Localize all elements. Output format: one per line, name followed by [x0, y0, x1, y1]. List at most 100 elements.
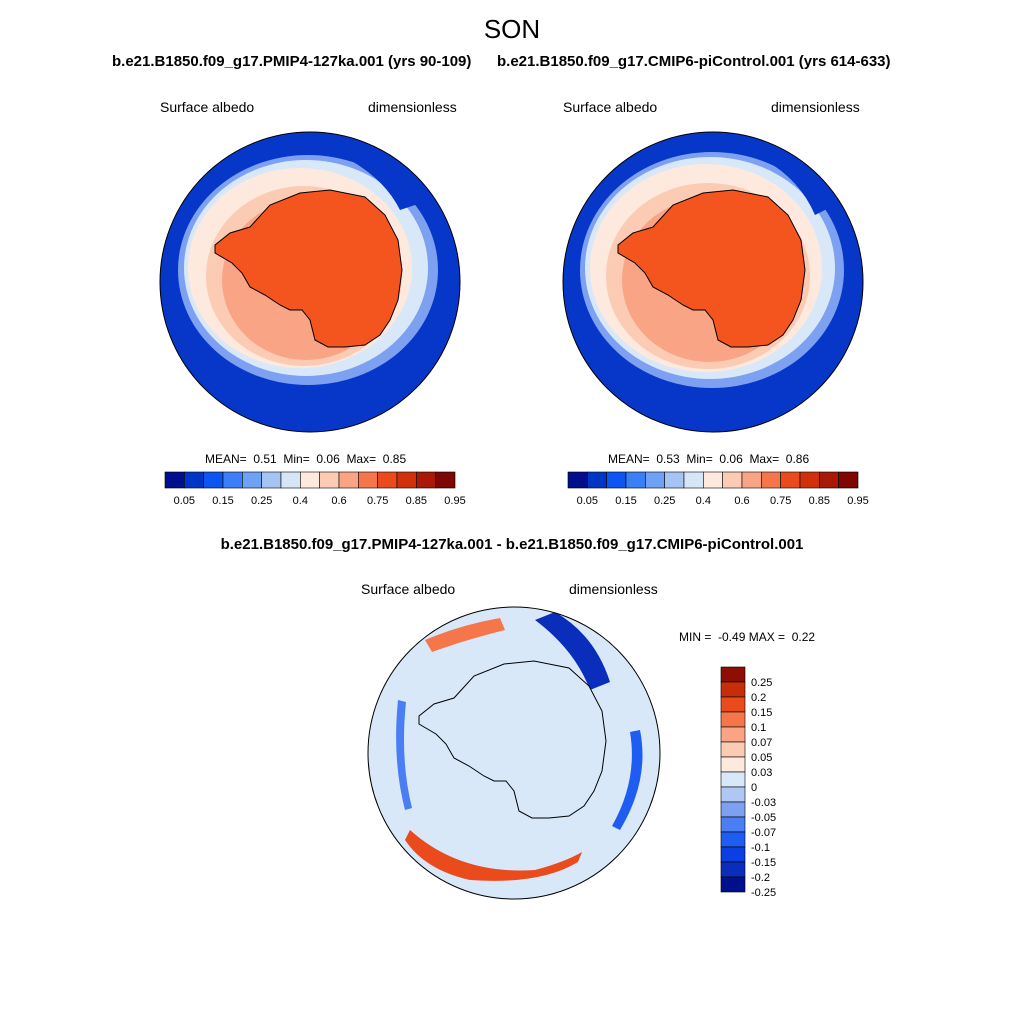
- colorbar-tick-label: 0.07: [751, 737, 772, 749]
- panel2-min-label: Min=: [686, 452, 713, 466]
- colorbar-swatch: [338, 471, 359, 489]
- colorbar-swatch: [780, 471, 801, 489]
- colorbar-swatch: [720, 726, 746, 743]
- colorbar-swatch: [358, 471, 378, 489]
- panel1-units-label: dimensionless: [368, 99, 457, 115]
- colorbar-swatch: [720, 831, 746, 848]
- colorbar-2: 0.05 0.15 0.25 0.4 0.6 0.75 0.85 0.95: [567, 471, 869, 507]
- colorbar-tick-label: 0.4: [293, 495, 308, 507]
- negative-anomaly: [612, 730, 643, 830]
- panel1-mean-value: 0.51: [253, 452, 277, 466]
- difference-title: b.e21.B1850.f09_g17.PMIP4-127ka.001 - b.…: [220, 536, 804, 553]
- colorbar-swatch: [645, 471, 665, 489]
- negative-anomaly: [535, 612, 610, 690]
- colorbar-swatch: [720, 771, 746, 788]
- positive-anomaly: [425, 618, 505, 652]
- colorbar-swatch: [720, 876, 746, 893]
- colorbar-swatch: [164, 471, 185, 489]
- colorbar-tick-label: 0.4: [696, 495, 711, 507]
- panel1-min-label: Min=: [283, 452, 310, 466]
- map-border: [367, 606, 661, 900]
- colorbar-swatch: [625, 471, 646, 489]
- panel2-max-label: Max=: [749, 452, 780, 466]
- colorbar-tick-label: 0.95: [847, 495, 868, 507]
- diff-min-value: -0.49: [718, 630, 746, 644]
- diff-min-label: MIN =: [679, 630, 712, 644]
- colorbar-tick-label: 0.85: [809, 495, 830, 507]
- colorbar-swatch: [567, 471, 588, 489]
- open-water-sector: [765, 140, 845, 215]
- panel1-title: b.e21.B1850.f09_g17.PMIP4-127ka.001 (yrs…: [112, 53, 472, 70]
- diff-stats: MIN = -0.49 MAX = 0.22: [679, 630, 815, 644]
- map-border: [159, 131, 461, 433]
- colorbar-swatch: [703, 471, 723, 489]
- colorbar-swatch: [184, 471, 204, 489]
- colorbar-tick-label: 0.15: [615, 495, 636, 507]
- diff-units-label: dimensionless: [569, 581, 658, 597]
- panel1-min-value: 0.06: [316, 452, 340, 466]
- colorbar-tick-label: 0.95: [444, 495, 465, 507]
- colorbar-tick-label: -0.25: [751, 887, 776, 899]
- open-water-sector: [350, 140, 430, 210]
- colorbar-tick-label: -0.07: [751, 827, 776, 839]
- colorbar-swatch: [396, 471, 417, 489]
- colorbar-swatch: [720, 756, 746, 773]
- colorbar-tick-label: -0.1: [751, 842, 770, 854]
- colorbar-swatch: [242, 471, 262, 489]
- panel1-max-label: Max=: [346, 452, 377, 466]
- colorbar-tick-label: -0.15: [751, 857, 776, 869]
- colorbar-swatch: [222, 471, 243, 489]
- colorbar-swatch: [720, 681, 746, 698]
- plot-title-season: SON: [483, 14, 541, 44]
- colorbar-tick-label: 0.05: [577, 495, 598, 507]
- colorbar-tick-label: 0: [751, 782, 757, 794]
- colorbar-swatch: [720, 861, 746, 878]
- colorbar-swatch: [799, 471, 820, 489]
- map-panel-2: [562, 131, 864, 433]
- colorbar-swatch: [741, 471, 762, 489]
- colorbar-tick-label: 0.2: [751, 692, 766, 704]
- colorbar-swatch: [280, 471, 301, 489]
- map-border: [562, 131, 864, 433]
- colorbar-tick-label: 0.6: [734, 495, 749, 507]
- panel2-stats: MEAN= 0.53 Min= 0.06 Max= 0.86: [608, 452, 809, 466]
- colorbar-swatch: [416, 471, 436, 489]
- positive-anomaly: [405, 830, 582, 881]
- colorbar-swatch: [720, 741, 746, 758]
- panel2-mean-value: 0.53: [656, 452, 680, 466]
- colorbar-swatch: [203, 471, 224, 489]
- colorbar-swatch: [261, 471, 282, 489]
- panel2-mean-label: MEAN=: [608, 452, 650, 466]
- colorbar-tick-label: -0.2: [751, 872, 770, 884]
- colorbar-difference: 0.25 0.2 0.15 0.1 0.07 0.05 0.03 0 -0.03 -0.05 -0.…: [720, 666, 776, 899]
- colorbar-swatch: [720, 786, 746, 803]
- colorbar-swatch: [435, 471, 456, 489]
- colorbar-swatch: [722, 471, 743, 489]
- panel1-variable-label: Surface albedo: [160, 99, 255, 115]
- panel2-variable-label: Surface albedo: [563, 99, 658, 115]
- colorbar-tick-label: 0.25: [751, 677, 772, 689]
- map-panel-1: [159, 131, 461, 433]
- colorbar-swatch: [664, 471, 685, 489]
- panel1-mean-label: MEAN=: [205, 452, 247, 466]
- colorbar-swatch: [761, 471, 781, 489]
- colorbar-tick-label: 0.1: [751, 722, 766, 734]
- colorbar-swatch: [587, 471, 607, 489]
- colorbar-tick-label: 0.15: [212, 495, 233, 507]
- diff-max-value: 0.22: [791, 630, 816, 644]
- colorbar-swatch: [720, 801, 746, 818]
- diff-max-label: MAX =: [748, 630, 786, 644]
- colorbar-swatch: [819, 471, 839, 489]
- colorbar-tick-label: 0.15: [751, 707, 772, 719]
- colorbar-1: 0.05 0.15 0.25 0.4 0.6 0.75 0.85 0.95: [164, 471, 466, 507]
- colorbar-swatch: [720, 696, 746, 713]
- panel2-title: b.e21.B1850.f09_g17.CMIP6-piControl.001 …: [497, 53, 891, 70]
- panel2-units-label: dimensionless: [771, 99, 860, 115]
- colorbar-swatch: [683, 471, 704, 489]
- colorbar-swatch: [377, 471, 398, 489]
- colorbar-tick-label: 0.05: [751, 752, 772, 764]
- colorbar-tick-label: 0.75: [770, 495, 791, 507]
- colorbar-swatch: [300, 471, 320, 489]
- diff-variable-label: Surface albedo: [361, 581, 456, 597]
